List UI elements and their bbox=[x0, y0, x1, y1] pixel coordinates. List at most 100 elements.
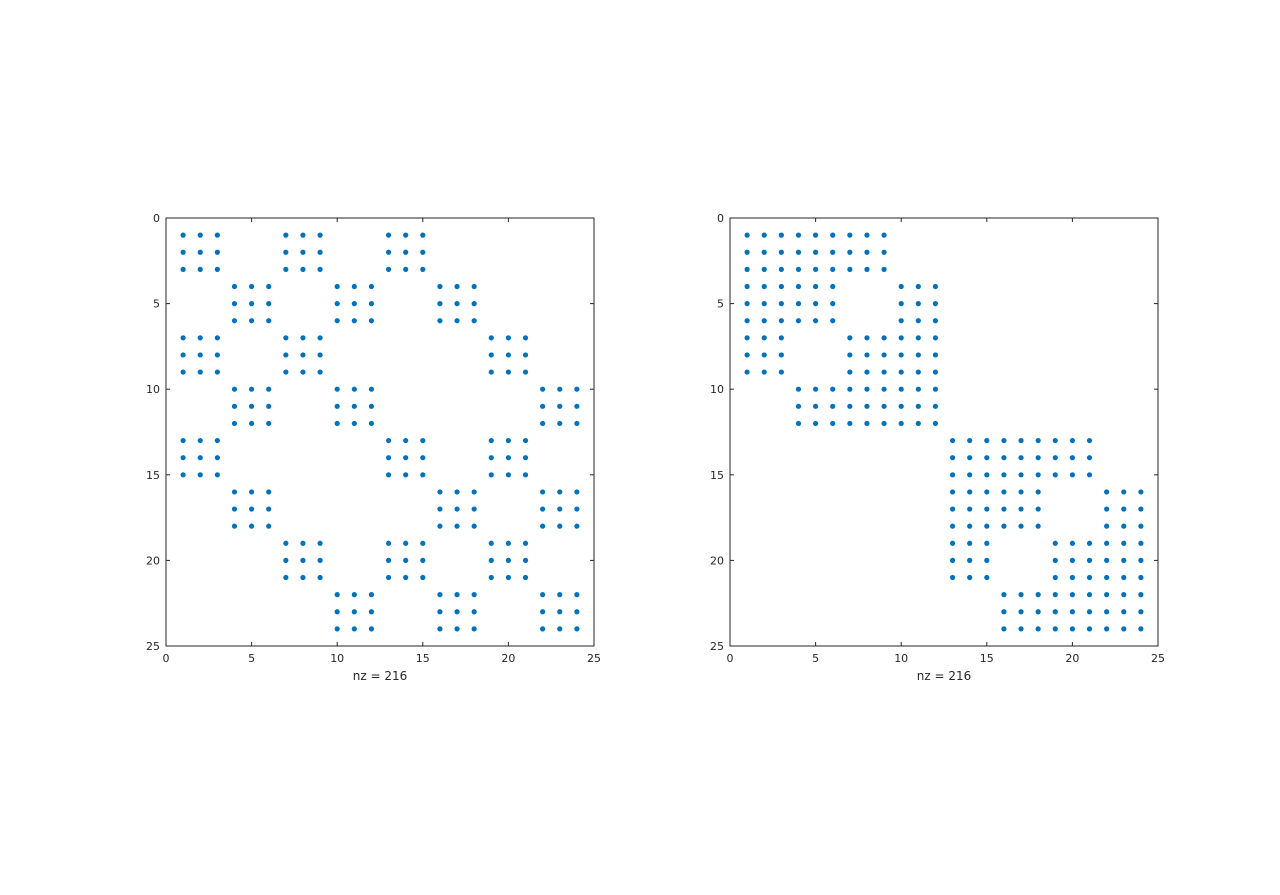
right-nonzero-point bbox=[1018, 489, 1024, 495]
left-y-tick-label: 5 bbox=[153, 298, 160, 311]
right-nonzero-point bbox=[1138, 574, 1144, 581]
left-nonzero-point bbox=[403, 232, 409, 238]
right-nonzero-point bbox=[1069, 626, 1075, 632]
left-nonzero-point bbox=[557, 626, 563, 632]
left-nonzero-point bbox=[471, 626, 477, 632]
left-nonzero-point bbox=[574, 609, 580, 615]
right-nonzero-point bbox=[898, 283, 904, 290]
left-nonzero-point bbox=[249, 386, 255, 392]
right-nonzero-point bbox=[1052, 574, 1058, 581]
right-nonzero-point bbox=[1104, 592, 1110, 598]
right-nonzero-point bbox=[915, 420, 921, 427]
left-nonzero-point bbox=[540, 403, 546, 409]
left-nonzero-point bbox=[385, 249, 392, 255]
right-nonzero-point bbox=[761, 369, 767, 375]
left-nonzero-point bbox=[522, 437, 529, 444]
right-nonzero-point bbox=[984, 506, 990, 512]
right-nonzero-point bbox=[813, 420, 819, 427]
left-x-tick-label: 0 bbox=[163, 652, 170, 665]
right-nonzero-point bbox=[1069, 455, 1075, 461]
right-nonzero-point bbox=[915, 318, 921, 324]
right-nonzero-point bbox=[1035, 523, 1041, 529]
left-nonzero-point bbox=[368, 592, 375, 598]
left-nonzero-point bbox=[505, 455, 511, 461]
left-nonzero-point bbox=[283, 540, 289, 546]
right-nonzero-point bbox=[967, 455, 973, 461]
right-nonzero-point bbox=[813, 232, 819, 238]
left-nonzero-point bbox=[522, 472, 529, 478]
left-nonzero-point bbox=[300, 352, 306, 358]
left-nonzero-point bbox=[351, 318, 357, 324]
right-nonzero-point bbox=[847, 266, 853, 272]
right-nonzero-point bbox=[795, 403, 802, 409]
right-nonzero-point bbox=[1121, 574, 1127, 581]
left-nonzero-point bbox=[249, 489, 255, 495]
left-nonzero-point bbox=[317, 540, 323, 546]
right-nonzero-point bbox=[744, 232, 750, 238]
right-nonzero-point bbox=[1104, 626, 1110, 632]
left-nonzero-point bbox=[351, 403, 357, 409]
left-nonzero-point bbox=[557, 489, 563, 495]
right-nonzero-point bbox=[881, 266, 887, 272]
left-nonzero-point bbox=[505, 352, 511, 358]
right-nonzero-point bbox=[830, 420, 836, 427]
right-nonzero-point bbox=[967, 489, 973, 495]
right-nonzero-point bbox=[915, 369, 921, 375]
left-nonzero-point bbox=[557, 609, 563, 615]
right-nonzero-point bbox=[1104, 489, 1110, 495]
left-nonzero-point bbox=[283, 266, 289, 272]
left-nonzero-point bbox=[180, 437, 186, 444]
right-nonzero-point bbox=[881, 232, 887, 238]
right-nonzero-point bbox=[1035, 609, 1041, 615]
right-nonzero-point bbox=[1018, 455, 1024, 461]
left-nonzero-point bbox=[180, 472, 186, 478]
left-nonzero-point bbox=[488, 574, 494, 581]
left-nonzero-point bbox=[522, 369, 529, 375]
right-nonzero-point bbox=[949, 506, 956, 512]
right-nonzero-point bbox=[1086, 455, 1093, 461]
left-nonzero-point bbox=[249, 506, 255, 512]
left-nonzero-point bbox=[540, 420, 546, 427]
left-nonzero-point bbox=[437, 506, 443, 512]
left-nonzero-point bbox=[522, 540, 529, 546]
left-nonzero-point bbox=[197, 352, 203, 358]
left-nonzero-point bbox=[334, 386, 340, 392]
right-x-tick-label: 25 bbox=[1151, 652, 1165, 665]
left-nonzero-point bbox=[471, 283, 477, 290]
left-plot-area bbox=[165, 217, 595, 647]
left-nonzero-point bbox=[214, 369, 220, 375]
left-nonzero-point bbox=[231, 403, 238, 409]
right-nonzero-point bbox=[898, 352, 904, 358]
left-nonzero-point bbox=[385, 266, 392, 272]
left-nonzero-point bbox=[557, 523, 563, 529]
left-nonzero-point bbox=[180, 352, 186, 358]
right-nonzero-point bbox=[932, 352, 939, 358]
left-nonzero-point bbox=[266, 506, 272, 512]
left-nonzero-point bbox=[249, 420, 255, 427]
right-nonzero-point bbox=[1001, 506, 1007, 512]
right-nonzero-point bbox=[881, 386, 887, 392]
left-nonzero-point bbox=[505, 437, 511, 444]
right-nonzero-point bbox=[1121, 626, 1127, 632]
right-nonzero-point bbox=[1052, 626, 1058, 632]
left-nonzero-point bbox=[471, 609, 477, 615]
right-nonzero-point bbox=[1018, 626, 1024, 632]
right-nonzero-point bbox=[864, 335, 870, 341]
left-nonzero-point bbox=[540, 489, 546, 495]
left-nonzero-point bbox=[420, 472, 426, 478]
right-nonzero-point bbox=[984, 557, 990, 564]
right-nonzero-point bbox=[847, 420, 853, 427]
right-nonzero-point bbox=[915, 283, 921, 290]
right-nonzero-point bbox=[864, 420, 870, 427]
right-nonzero-point bbox=[813, 318, 819, 324]
right-nonzero-point bbox=[932, 301, 939, 307]
left-nonzero-point bbox=[385, 232, 392, 238]
left-nonzero-point bbox=[505, 540, 511, 546]
right-nonzero-point bbox=[1069, 592, 1075, 598]
left-nonzero-point bbox=[403, 437, 409, 444]
right-nonzero-point bbox=[949, 489, 956, 495]
right-nonzero-point bbox=[915, 301, 921, 307]
left-nonzero-point bbox=[214, 437, 220, 444]
left-nonzero-point bbox=[351, 609, 357, 615]
